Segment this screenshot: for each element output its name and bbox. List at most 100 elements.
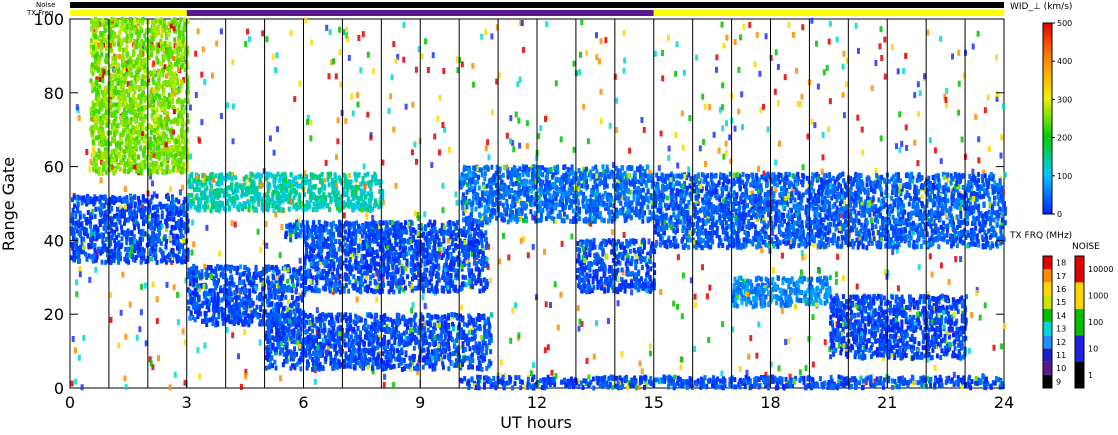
region-2-cell <box>354 255 358 261</box>
region-6-cell <box>427 342 431 347</box>
region-4-cell <box>365 287 369 293</box>
region-2-cell <box>346 251 350 257</box>
region-1-cell <box>223 289 227 295</box>
region-0-cell <box>170 224 174 230</box>
region-6-cell <box>315 325 319 331</box>
speckle-cell <box>446 237 450 244</box>
region-1-cell <box>192 270 196 276</box>
speckle-cell <box>441 207 445 214</box>
region-6-cell <box>429 352 433 358</box>
region-6-cell <box>321 312 325 317</box>
region-1-cell <box>192 275 196 280</box>
region-0-cell <box>78 244 82 250</box>
region-3-cell <box>314 224 318 230</box>
speckle-cell <box>415 158 418 165</box>
region-6-cell <box>443 335 447 340</box>
speckle-cell <box>821 132 825 138</box>
speckle-cell <box>490 109 494 116</box>
region-1-cell <box>296 304 300 310</box>
region-4-cell <box>383 232 386 238</box>
region-0-cell <box>159 202 163 208</box>
region-5-cell <box>304 176 308 182</box>
region-4-cell <box>426 260 430 266</box>
region-1-cell <box>288 268 292 274</box>
speckle-cell <box>75 279 79 286</box>
region-0-cell <box>70 242 74 248</box>
speckle-cell <box>898 146 902 153</box>
region-0-cell <box>141 228 145 234</box>
region-4-cell <box>391 252 395 258</box>
region-2-cell <box>303 255 307 261</box>
speckle-cell <box>971 168 975 175</box>
region-4-cell <box>369 264 373 270</box>
region-0-cell <box>113 243 117 249</box>
region-1-cell <box>279 288 283 294</box>
region-5-cell <box>322 184 326 190</box>
region-1-cell <box>242 289 246 295</box>
region-6-cell <box>455 333 459 339</box>
region-4-cell <box>467 224 471 230</box>
speckle-cell <box>983 302 987 309</box>
region-4-cell <box>387 289 391 295</box>
region-4-cell <box>409 219 413 225</box>
speckle-cell <box>676 303 679 310</box>
speckle-cell <box>421 294 425 301</box>
region-5-cell <box>236 195 240 201</box>
region-4-cell <box>431 234 434 240</box>
speckle-cell <box>952 371 956 378</box>
speckle-cell <box>231 138 235 145</box>
region-6-cell <box>453 312 457 318</box>
region-0-cell <box>175 258 179 264</box>
region-1-cell <box>218 306 222 312</box>
region-5-cell <box>362 190 366 196</box>
region-0-cell <box>118 219 122 225</box>
speckle-cell <box>152 191 156 198</box>
region-4-cell <box>400 263 404 269</box>
speckle-cell <box>882 355 885 362</box>
region-5-cell <box>334 177 338 183</box>
region-4-cell <box>472 239 476 245</box>
region-4-cell <box>467 240 471 246</box>
speckle-cell <box>620 380 624 387</box>
region-4-cell <box>382 236 386 242</box>
region-5-cell <box>191 198 195 204</box>
speckle-cell <box>614 127 618 134</box>
region-0-cell <box>129 203 133 209</box>
speckle-cell <box>582 178 586 185</box>
region-4-cell <box>459 243 463 249</box>
speckle-cell <box>725 120 728 127</box>
region-5-cell <box>378 183 382 188</box>
region-1-cell <box>233 315 237 321</box>
region-0-cell <box>77 195 81 201</box>
region-6-cell <box>440 323 444 329</box>
speckle-cell <box>196 347 200 354</box>
region-1-cell <box>286 299 290 304</box>
region-4-cell <box>369 268 372 273</box>
region-4-cell <box>377 235 381 240</box>
region-1-cell <box>244 307 248 312</box>
region-6-cell <box>347 347 351 353</box>
speckle-cell <box>976 30 980 37</box>
region-1-cell <box>255 304 259 310</box>
region-2-cell <box>325 259 329 265</box>
region-6-cell <box>278 318 282 324</box>
region-4-cell <box>464 282 468 288</box>
speckle-cell <box>978 314 982 321</box>
region-1-cell <box>191 290 195 296</box>
region-1-cell <box>237 295 241 301</box>
region-0-cell <box>98 219 102 224</box>
region-5-cell <box>272 179 276 185</box>
region-5-cell <box>293 192 297 198</box>
speckle-cell <box>247 206 251 213</box>
region-0-cell <box>151 218 154 224</box>
speckle-cell <box>896 285 900 292</box>
region-4-cell <box>365 274 369 280</box>
region-5-cell <box>221 188 225 194</box>
region-0-cell <box>139 259 143 265</box>
region-1-cell <box>252 308 256 314</box>
speckle-cell <box>960 136 964 143</box>
region-0-cell <box>70 216 74 222</box>
speckle-cell <box>803 253 807 260</box>
region-5-cell <box>188 178 192 183</box>
region-3-cell <box>326 236 330 242</box>
